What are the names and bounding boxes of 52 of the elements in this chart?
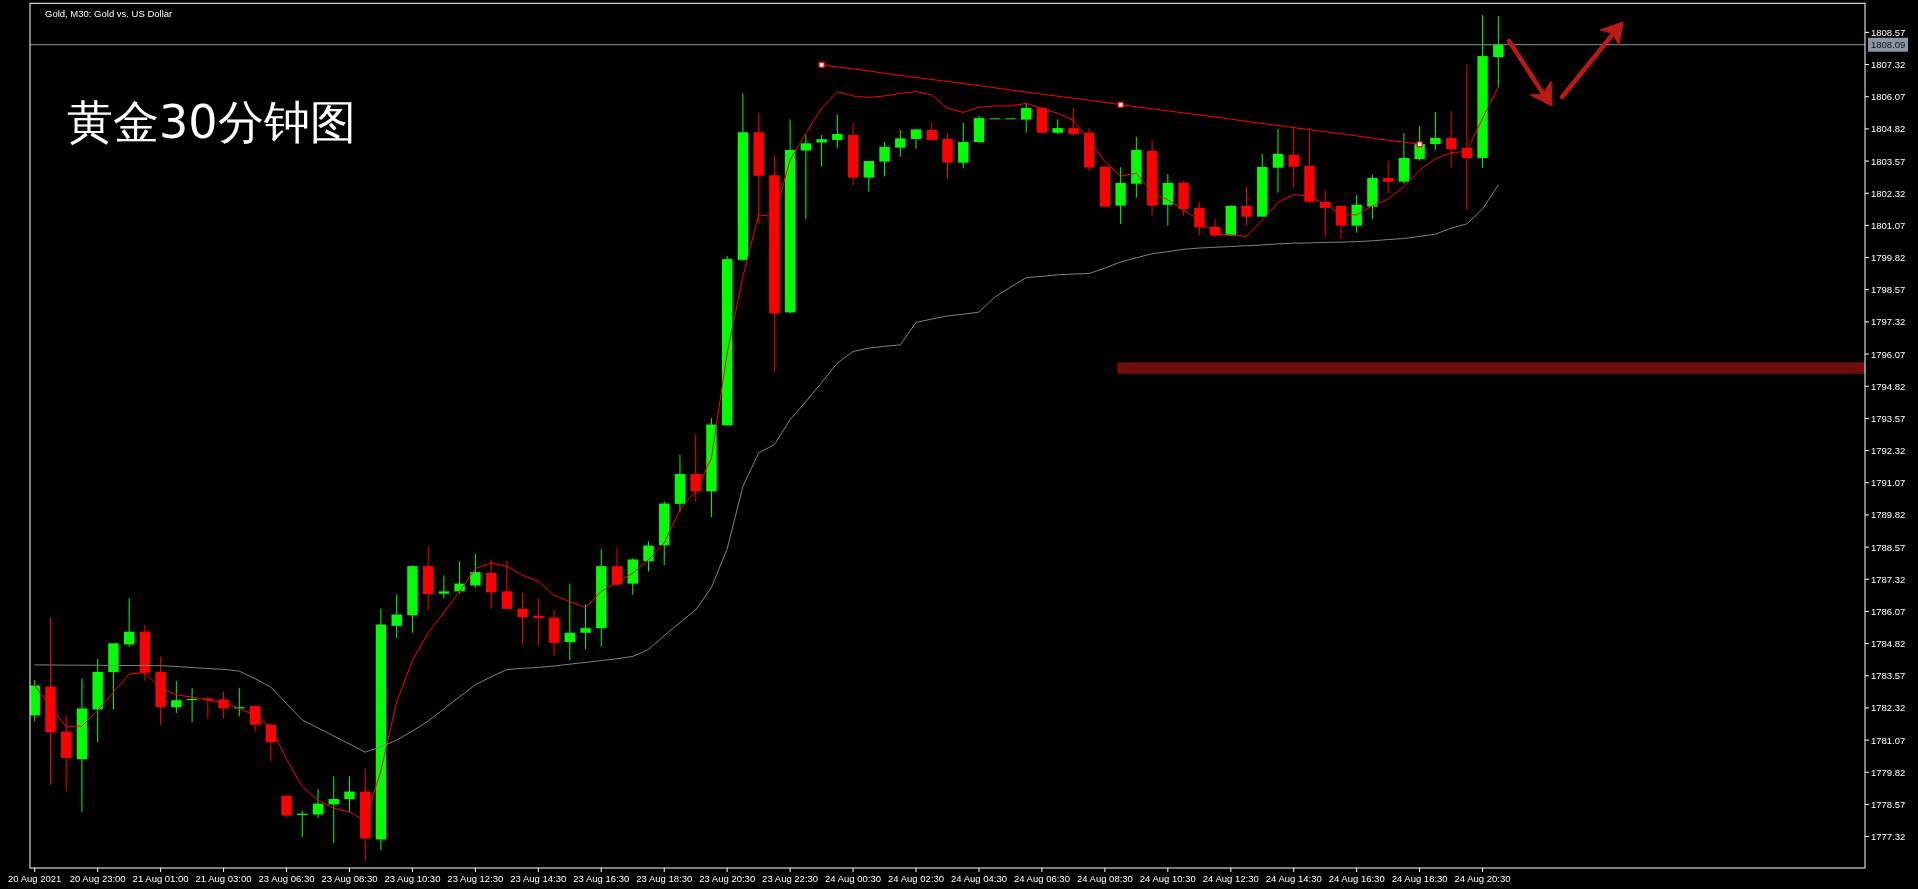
- y-tick-label: 1779.82: [1871, 766, 1906, 778]
- y-tick-label: 1798.57: [1871, 284, 1906, 296]
- x-tick-label: 23 Aug 14:30: [510, 873, 567, 884]
- y-tick-label: 1802.32: [1871, 187, 1906, 199]
- x-tick-label: 23 Aug 20:30: [699, 873, 756, 884]
- y-tick-label: 1792.32: [1871, 445, 1906, 457]
- x-tick-label: 24 Aug 16:30: [1328, 873, 1385, 884]
- x-tick-label: 24 Aug 20:30: [1454, 873, 1511, 884]
- y-tick-label: 1782.32: [1871, 702, 1906, 714]
- y-tick-label: 1806.07: [1871, 91, 1906, 103]
- x-tick-label: 24 Aug 10:30: [1139, 873, 1196, 884]
- y-tick-label: 1796.07: [1871, 348, 1906, 360]
- x-tick-label: 24 Aug 00:30: [825, 873, 882, 884]
- x-tick-label: 24 Aug 02:30: [888, 873, 944, 884]
- x-tick-label: 23 Aug 18:30: [636, 873, 693, 884]
- title: 黄金30分钟图: [67, 95, 356, 149]
- x-tick-label: 23 Aug 06:30: [258, 873, 315, 884]
- y-tick-label: 1803.57: [1871, 155, 1906, 167]
- x-tick-label: 24 Aug 08:30: [1076, 873, 1133, 884]
- y-tick-label: 1781.07: [1871, 734, 1906, 746]
- x-tick-label: 24 Aug 04:30: [951, 873, 1007, 884]
- y-tick-label: 1807.32: [1871, 59, 1906, 71]
- x-tick-label: 24 Aug 12:30: [1202, 873, 1259, 884]
- x-tick-label: 23 Aug 16:30: [573, 873, 630, 884]
- y-tick-label: 1793.57: [1871, 412, 1906, 424]
- x-tick-label: 20 Aug 2021: [8, 873, 62, 884]
- y-tick-label: 1791.07: [1871, 477, 1906, 489]
- x-tick-label: 20 Aug 23:00: [69, 873, 126, 884]
- y-tick-label: 1801.07: [1871, 219, 1906, 231]
- y-tick-label: 1786.07: [1871, 605, 1906, 617]
- subtitle: Gold, M30: Gold vs. US Dollar: [45, 8, 173, 19]
- x-tick-label: 24 Aug 14:30: [1265, 873, 1322, 884]
- y-tick-label: 1777.32: [1871, 831, 1906, 843]
- x-tick-label: 23 Aug 08:30: [321, 873, 378, 884]
- y-tick-label: 1783.57: [1871, 670, 1906, 682]
- x-tick-label: 24 Aug 18:30: [1391, 873, 1448, 884]
- y-tick-label: 1808.57: [1871, 26, 1906, 38]
- x-tick-label: 24 Aug 06:30: [1013, 873, 1070, 884]
- y-tick-label: 1778.57: [1871, 798, 1906, 810]
- x-tick-label: 21 Aug 01:00: [132, 873, 189, 884]
- x-tick-label: 23 Aug 22:30: [762, 873, 819, 884]
- y-tick-label: 1789.82: [1871, 509, 1906, 521]
- y-tick-label: 1787.32: [1871, 573, 1906, 585]
- y-tick-label: 1788.57: [1871, 541, 1906, 553]
- x-tick-label: 23 Aug 12:30: [447, 873, 504, 884]
- y-tick-label: 1799.82: [1871, 252, 1906, 264]
- y-tick-label: 1794.82: [1871, 380, 1906, 392]
- y-tick-label: 1804.82: [1871, 123, 1906, 135]
- y-tick-label: 1784.82: [1871, 638, 1906, 650]
- x-tick-label: 23 Aug 10:30: [384, 873, 441, 884]
- x-tick-label: 21 Aug 03:00: [195, 873, 252, 884]
- y-tick-label: 1797.32: [1871, 316, 1906, 328]
